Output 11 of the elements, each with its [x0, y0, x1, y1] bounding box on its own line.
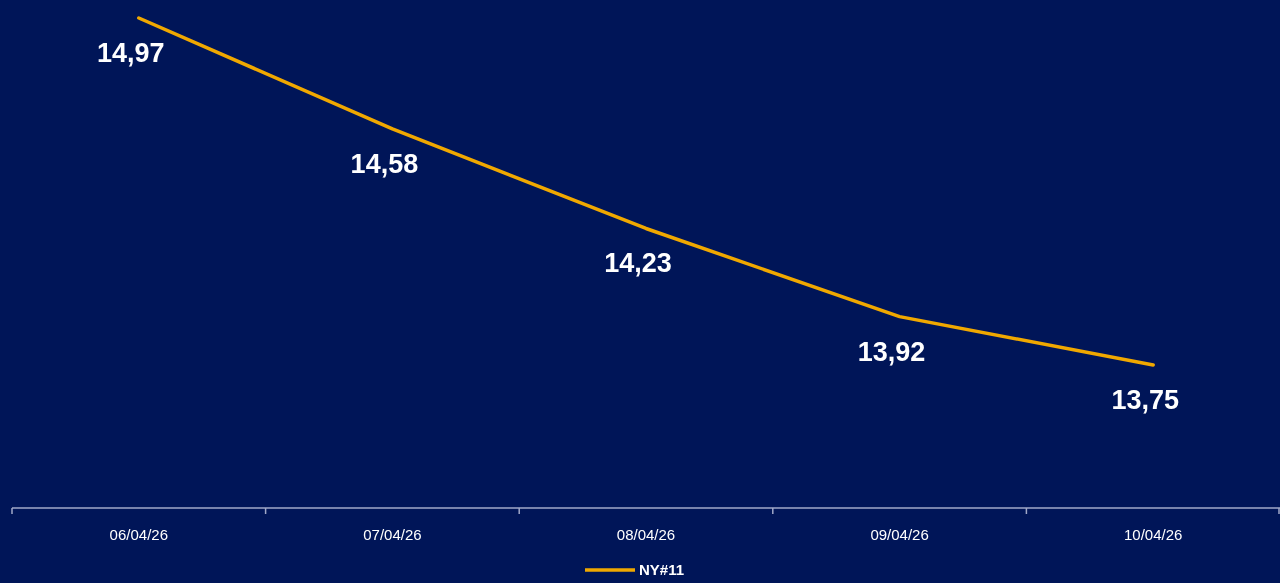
data-label: 13,92 — [857, 336, 926, 367]
data-label: 13,75 — [1111, 385, 1179, 415]
data-label: 14,23 — [604, 248, 672, 279]
legend-label: NY#11 — [639, 561, 685, 578]
data-label: 14,58 — [350, 148, 419, 179]
x-tick-label: 07/04/26 — [363, 526, 422, 543]
x-tick-label: 10/04/26 — [1124, 526, 1183, 543]
x-tick-label: 06/04/26 — [109, 526, 168, 543]
x-tick-label: 09/04/26 — [870, 526, 929, 543]
data-label: 14,97 — [97, 38, 165, 68]
x-tick-label: 08/04/26 — [616, 526, 676, 543]
